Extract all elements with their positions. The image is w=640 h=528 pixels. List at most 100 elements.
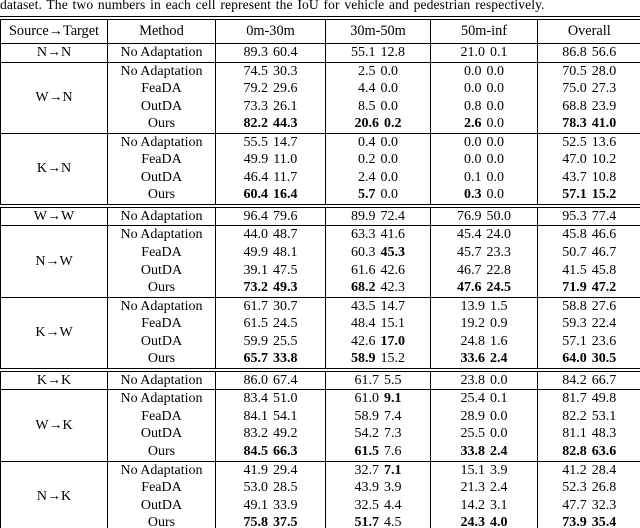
pedestrian-iou: 49.8 [591,391,617,407]
iou-cell: 76.9 50.0 [430,203,538,226]
iou-cell: 5.7 0.0 [325,186,431,206]
pedestrian-iou: 5.5 [384,372,402,388]
iou-cell: 60.4 16.4 [215,186,326,206]
iou-cell: 51.7 4.5 [325,514,431,528]
iou-cell: 48.4 15.1 [325,315,431,333]
iou-cell: 61.5 24.5 [215,315,326,333]
pedestrian-iou: 60.4 [273,45,298,60]
column-header: Method [107,18,216,44]
table-row: FeaDA 84.1 54.1 58.9 7.4 28.9 0.0 82.2 53.1 [1,407,640,426]
table-row: W→N No Adaptation 74.5 30.3 2.5 0.0 0.0 0.0 70.5… [0,61,640,134]
table-row: Ours 65.7 33.8 58.9 15.2 33.6 2.4 64.0 30.5 [1,350,640,370]
pedestrian-iou: 44.3 [273,116,298,132]
pedestrian-iou: 79.6 [273,208,298,224]
iou-cell: 0.4 0.0 [325,132,431,152]
pedestrian-iou: 49.2 [273,426,298,442]
iou-cell: 44.0 48.7 [215,225,326,245]
vehicle-iou: 8.5 [358,98,376,114]
iou-cell: 86.8 56.6 [538,44,640,63]
vehicle-iou: 49.9 [243,245,269,261]
pedestrian-iou: 23.3 [486,245,512,261]
iou-cell: 58.9 15.2 [325,350,431,370]
table-row: FeaDA 79.2 29.6 4.4 0.0 0.0 0.0 75.0 27.3 [1,80,640,98]
iou-cell: 49.9 11.0 [215,151,326,169]
pedestrian-iou: 14.7 [273,134,298,150]
pedestrian-iou: 1.6 [490,333,508,349]
vehicle-iou: 84.5 [243,444,269,460]
pedestrian-iou: 0.0 [380,152,399,168]
iou-cell: 83.2 49.2 [215,425,326,444]
iou-cell: 57.1 15.2 [538,186,640,206]
iou-cell: 53.0 28.5 [215,479,326,497]
pedestrian-iou: 0.0 [380,169,399,185]
vehicle-iou: 39.1 [243,262,269,278]
pedestrian-iou: 0.0 [486,187,505,203]
vehicle-iou: 78.3 [562,116,587,132]
vehicle-iou: 32.7 [354,462,380,478]
vehicle-iou: 63.3 [351,227,376,243]
pedestrian-iou: 12.8 [380,45,406,60]
table-row: Ours 60.4 16.4 5.7 0.0 0.3 0.0 57.1 15.2 [1,186,640,206]
vehicle-iou: 24.3 [460,515,486,528]
iou-cell: 58.8 27.6 [537,296,640,316]
table-row: N→N No Adaptation 89.3 60.4 55.1 12.8 21.0 0.1 8… [0,43,640,63]
vehicle-iou: 89.9 [351,208,376,224]
vehicle-iou: 45.8 [562,227,587,243]
pedestrian-iou: 32.3 [591,497,617,513]
pedestrian-iou: 48.3 [591,426,617,442]
iou-cell: 75.0 27.3 [538,80,640,98]
pedestrian-iou: 3.9 [490,462,508,478]
pedestrian-iou: 22.8 [486,262,512,278]
iou-cell: 41.2 28.4 [537,460,640,480]
vehicle-iou: 73.9 [562,515,587,528]
method-cell: No Adaptation [107,132,216,152]
vehicle-iou: 0.0 [464,81,482,97]
vehicle-iou: 60.3 [351,245,376,261]
vehicle-iou: 61.7 [243,298,269,314]
table-row: FeaDA 53.0 28.5 43.9 3.9 21.3 2.4 52.3 26.8 [1,479,640,497]
table-row: K→K No Adaptation 86.0 67.4 61.7 5.5 23.8 0.0 84… [0,367,640,390]
pedestrian-iou: 41.6 [380,227,406,243]
vehicle-iou: 0.2 [358,152,376,168]
pedestrian-iou: 23.6 [591,333,617,349]
pedestrian-iou: 33.9 [273,497,298,513]
vehicle-iou: 58.8 [562,298,587,314]
vehicle-iou: 21.3 [460,480,486,496]
source-target-cell: W→K [0,389,108,462]
vehicle-iou: 15.1 [460,462,486,478]
pedestrian-iou: 66.7 [591,372,617,388]
iou-cell: 39.1 47.5 [215,261,326,280]
table-row: FeaDA 49.9 48.1 60.3 45.3 45.7 23.3 50.7 46.7 [1,244,640,262]
iou-cell: 82.2 44.3 [215,115,326,134]
iou-cell: 33.8 2.4 [430,443,538,462]
pedestrian-iou: 33.8 [273,351,298,367]
vehicle-iou: 95.3 [562,208,587,224]
vehicle-iou: 50.7 [562,245,587,261]
iou-cell: 25.5 0.0 [430,425,538,444]
iou-cell: 73.9 35.4 [538,514,640,528]
vehicle-iou: 70.5 [562,63,587,79]
vehicle-iou: 57.1 [562,333,587,349]
vehicle-iou: 33.6 [460,351,486,367]
iou-cell: 75.8 37.5 [215,514,326,528]
pedestrian-iou: 26.8 [591,480,617,496]
pedestrian-iou: 16.4 [273,187,298,203]
vehicle-iou: 43.5 [351,298,376,314]
iou-cell: 19.2 0.9 [430,315,538,333]
iou-cell: 14.2 3.1 [430,496,538,515]
method-cell: OutDA [107,496,216,515]
iou-cell: 41.9 29.4 [215,460,326,480]
vehicle-iou: 75.8 [243,515,269,528]
vehicle-iou: 61.0 [354,391,380,407]
pedestrian-iou: 15.1 [380,316,406,332]
iou-cell: 0.0 0.0 [430,61,538,81]
iou-cell: 61.5 7.6 [325,443,431,462]
vehicle-iou: 47.6 [457,280,482,296]
vehicle-iou: 23.8 [460,372,486,388]
table-row: FeaDA 61.5 24.5 48.4 15.1 19.2 0.9 59.3 22.4 [1,315,640,333]
vehicle-iou: 5.7 [358,187,376,203]
vehicle-iou: 0.1 [464,169,482,185]
pedestrian-iou: 30.5 [591,351,617,367]
pedestrian-iou: 30.7 [273,298,298,314]
vehicle-iou: 64.0 [562,351,587,367]
